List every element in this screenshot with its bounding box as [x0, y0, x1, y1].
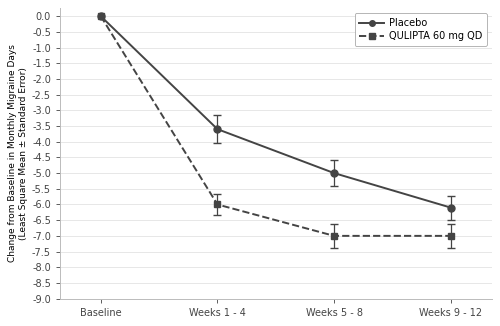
- Y-axis label: Change from Baseline in Monthly Migraine Days
(Least Square Mean ± Standard Erro: Change from Baseline in Monthly Migraine…: [8, 45, 28, 262]
- Legend: Placebo, QULIPTA 60 mg QD: Placebo, QULIPTA 60 mg QD: [354, 13, 487, 46]
